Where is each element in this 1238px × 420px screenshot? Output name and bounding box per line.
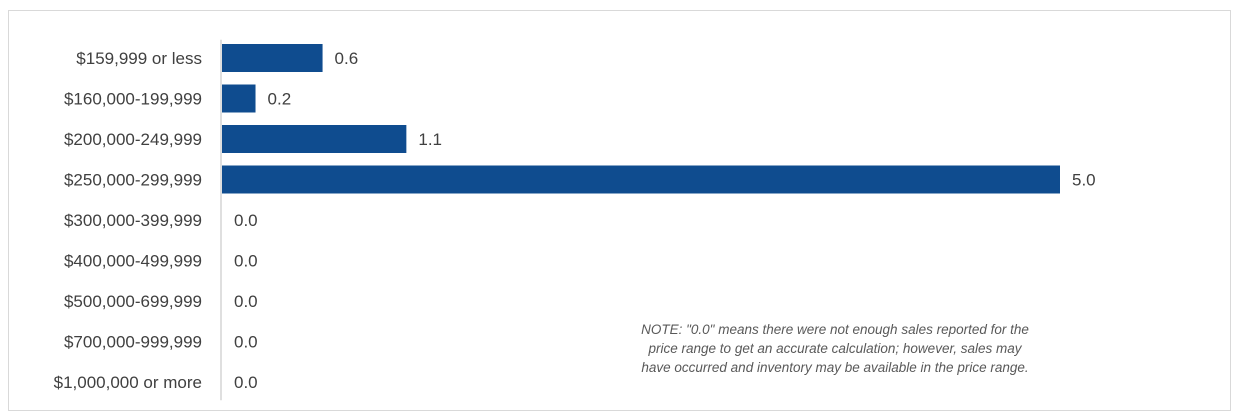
category-label: $160,000-199,999 [64,90,202,109]
category-label: $500,000-699,999 [64,292,202,311]
value-label: 0.6 [335,49,359,68]
bar-1 [222,84,256,113]
category-label: $200,000-249,999 [64,130,202,149]
chart-frame [8,10,1231,411]
value-label: 0.0 [234,292,258,311]
category-label: $700,000-999,999 [64,333,202,352]
value-label: 1.1 [418,130,442,149]
bar-3 [222,165,1060,194]
value-label: 0.2 [268,90,292,109]
value-label: 0.0 [234,333,258,352]
category-label: $250,000-299,999 [64,171,202,190]
footnote: NOTE: "0.0" means there were not enough … [641,322,1029,375]
category-label: $400,000-499,999 [64,252,202,271]
bars-group [222,44,1060,194]
bar-2 [222,125,407,153]
bar-0 [222,44,323,72]
value-labels: 0.6 0.2 1.1 5.0 0.0 0.0 0.0 0.0 0.0 [234,49,1096,392]
category-labels: $159,999 or less $160,000-199,999 $200,000… [54,49,202,392]
value-label: 0.0 [234,252,258,271]
value-label: 5.0 [1072,171,1096,190]
category-label: $159,999 or less [76,49,202,68]
value-label: 0.0 [234,373,258,392]
category-label: $1,000,000 or more [54,373,202,392]
value-label: 0.0 [234,211,258,230]
category-label: $300,000-399,999 [64,211,202,230]
